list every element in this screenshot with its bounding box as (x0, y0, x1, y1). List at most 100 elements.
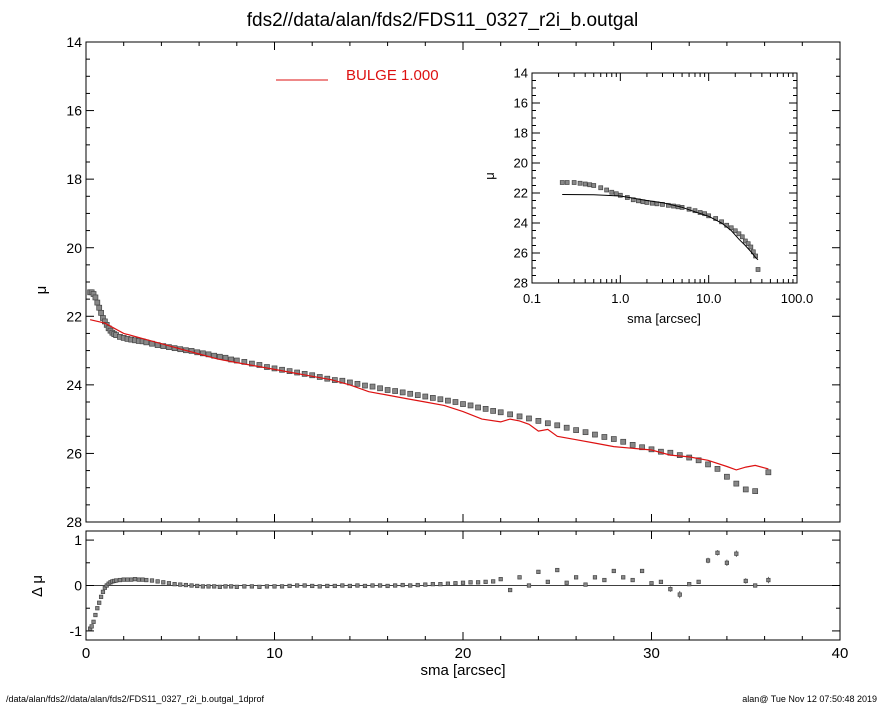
residual-point (393, 583, 398, 588)
inset-background (532, 73, 797, 283)
residual-point (129, 577, 134, 582)
residual-point (445, 581, 451, 586)
data-point (445, 397, 451, 404)
residual-point (753, 583, 758, 588)
residual-point (724, 560, 730, 565)
y-tick-label: 18 (514, 126, 528, 141)
residual-point (97, 600, 102, 605)
residual-point (377, 583, 383, 588)
residual-point (295, 583, 300, 588)
residual-point (483, 579, 488, 584)
data-point (639, 444, 645, 451)
data-point (724, 473, 730, 480)
residual-point (234, 584, 239, 589)
y-tick-label: 22 (66, 308, 82, 324)
residual-point (508, 587, 513, 593)
residual-point (649, 581, 654, 586)
data-point (676, 452, 683, 458)
data-point (497, 409, 504, 416)
x-axis-label: sma [arcsec] (420, 662, 505, 679)
data-point (765, 469, 772, 476)
data-point (256, 362, 263, 368)
residual-point (264, 584, 270, 589)
x-tick-label: 30 (643, 645, 660, 662)
residual-point (743, 578, 748, 584)
y-tick-label: -1 (70, 623, 83, 639)
residual-point (223, 584, 228, 589)
data-point (354, 380, 361, 387)
inset-data-point (666, 202, 671, 208)
residual-point (423, 582, 428, 587)
residual-point (611, 568, 616, 574)
residual-point (347, 583, 352, 589)
residual-point (734, 551, 739, 556)
residual-point (460, 580, 466, 585)
data-point (544, 420, 551, 427)
residual-point (121, 577, 126, 582)
residual-point (144, 577, 149, 583)
residual-point (100, 589, 106, 594)
residual-point (715, 550, 720, 555)
y-tick-label: 24 (66, 377, 82, 393)
y-tick-label: 1 (74, 532, 82, 548)
residual-point (114, 578, 119, 583)
residual-point (155, 579, 160, 584)
data-point (249, 360, 255, 367)
data-point (166, 344, 172, 350)
residual-point (630, 577, 635, 583)
residual-point (536, 569, 541, 574)
residual-point (621, 575, 626, 580)
chart-title: fds2//data/alan/fds2/FDS11_0327_r2i_b.ou… (246, 10, 639, 31)
residual-point (517, 575, 522, 580)
data-point (429, 395, 436, 401)
data-point (563, 424, 570, 431)
residual-point (475, 580, 481, 585)
inset-data-point (577, 180, 583, 186)
inset-data-point (736, 231, 742, 237)
residual-point (287, 583, 292, 589)
data-point (582, 429, 589, 436)
x-tick-label: 20 (455, 645, 472, 662)
residual-point (766, 577, 771, 583)
data-point (620, 438, 627, 445)
residual-point (98, 594, 104, 599)
data-point (200, 350, 206, 357)
y-tick-label: 24 (514, 216, 528, 231)
inset-data-point (732, 228, 738, 234)
residual-point (89, 624, 94, 629)
inset-data-point (604, 187, 610, 193)
residual-point (696, 579, 701, 584)
data-point (384, 387, 391, 393)
y-tick-label: 26 (514, 246, 528, 261)
inset-data-point (617, 192, 623, 198)
data-point (98, 310, 104, 316)
data-point (475, 404, 481, 411)
residual-point (687, 582, 692, 587)
inset-data-point (571, 180, 577, 185)
residual-point (242, 584, 247, 589)
residual-point (149, 578, 155, 583)
data-point (535, 418, 542, 424)
data-point (629, 442, 636, 448)
residual-point (136, 577, 141, 582)
residual-point (362, 583, 368, 589)
x-axis-label: sma [arcsec] (627, 311, 701, 326)
y-tick-label: 0 (74, 578, 82, 594)
data-point (592, 431, 598, 438)
residual-point (592, 575, 598, 580)
data-point (362, 382, 368, 389)
inset-model-line (562, 194, 759, 261)
data-point (705, 461, 711, 468)
residual-point (583, 582, 588, 587)
data-point (714, 466, 721, 472)
inset-data-point (613, 191, 619, 197)
residual-point (310, 583, 315, 589)
residual-point (189, 583, 194, 588)
legend-label: BULGE 1.000 (346, 67, 439, 84)
residual-point (545, 579, 550, 584)
data-point (369, 383, 376, 390)
data-point (507, 411, 513, 418)
inset-data-point (587, 182, 593, 188)
